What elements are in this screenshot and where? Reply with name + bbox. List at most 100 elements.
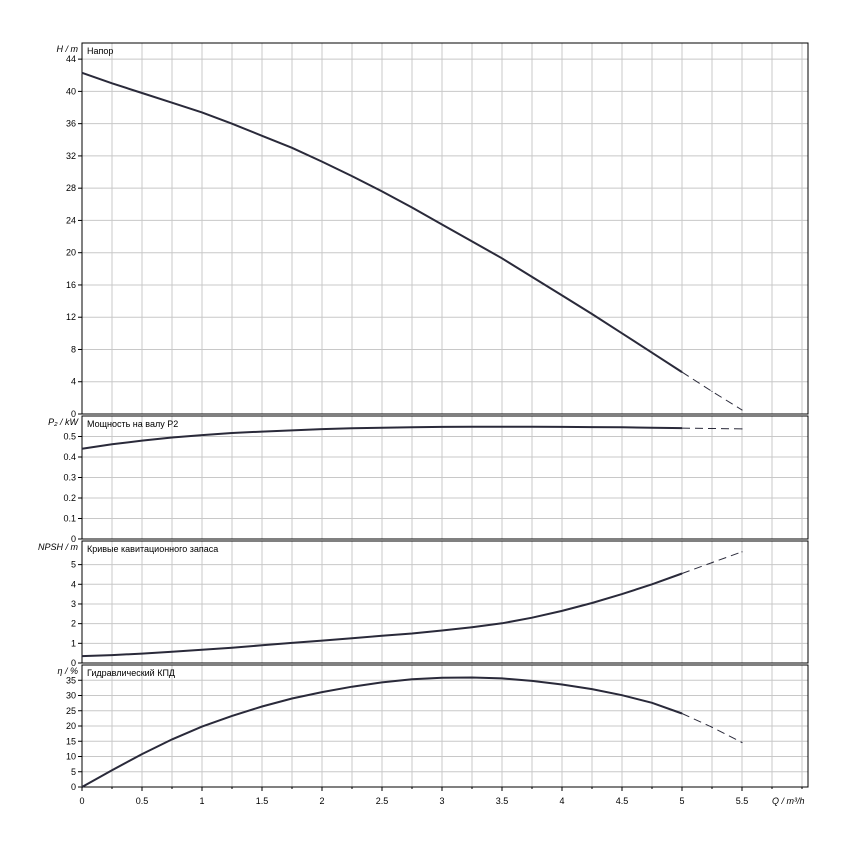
panel-title: Мощность на валу P2 bbox=[87, 419, 178, 429]
data-point bbox=[261, 644, 263, 646]
data-point bbox=[711, 562, 713, 564]
y-tick-label: 28 bbox=[66, 183, 76, 193]
data-point bbox=[411, 426, 413, 428]
data-point bbox=[741, 428, 743, 430]
y-tick-label: 44 bbox=[66, 54, 76, 64]
data-point bbox=[261, 705, 263, 708]
data-point bbox=[171, 436, 173, 439]
y-tick-label: 35 bbox=[66, 675, 76, 685]
data-point bbox=[681, 572, 683, 575]
data-point bbox=[231, 647, 233, 649]
x-tick-label: 3 bbox=[439, 796, 444, 806]
data-point bbox=[501, 622, 503, 624]
data-point bbox=[621, 426, 623, 428]
data-point bbox=[351, 637, 353, 639]
data-point bbox=[81, 72, 83, 74]
y-tick-label: 20 bbox=[66, 721, 76, 731]
data-point bbox=[201, 649, 203, 651]
y-tick-label: 5 bbox=[71, 560, 76, 570]
data-point bbox=[381, 427, 383, 429]
data-point bbox=[651, 702, 653, 704]
y-tick-label: 0 bbox=[71, 782, 76, 792]
data-point bbox=[291, 147, 293, 149]
data-point bbox=[501, 257, 503, 259]
data-point bbox=[141, 440, 143, 442]
y-tick-label: 0 bbox=[71, 534, 76, 544]
y-tick-label: 0.5 bbox=[63, 432, 76, 442]
series-line-extrapolated bbox=[681, 371, 743, 411]
data-point bbox=[471, 626, 473, 628]
y-tick-label: 0.2 bbox=[63, 493, 76, 503]
data-point bbox=[411, 678, 413, 680]
y-tick-label: 0.4 bbox=[63, 452, 76, 462]
x-tick-label: 2.5 bbox=[376, 796, 389, 806]
data-point bbox=[201, 111, 203, 113]
data-point bbox=[531, 680, 533, 682]
data-point bbox=[441, 629, 443, 632]
y-tick-label: 20 bbox=[66, 248, 76, 258]
data-point bbox=[141, 92, 143, 94]
data-point bbox=[171, 651, 173, 653]
y-tick-label: 1 bbox=[71, 638, 76, 648]
data-point bbox=[291, 642, 293, 644]
data-point bbox=[741, 741, 743, 744]
data-point bbox=[531, 426, 533, 428]
data-point bbox=[441, 223, 443, 226]
x-tick-label: 2 bbox=[319, 796, 324, 806]
y-tick-label: 36 bbox=[66, 119, 76, 129]
y-tick-label: 12 bbox=[66, 312, 76, 322]
data-point bbox=[501, 426, 503, 428]
data-point bbox=[321, 639, 323, 642]
y-tick-label: 15 bbox=[66, 736, 76, 746]
data-point bbox=[651, 352, 653, 354]
y-axis-label: NPSH / m bbox=[38, 542, 79, 552]
panel-frame bbox=[81, 42, 809, 415]
y-tick-label: 24 bbox=[66, 215, 76, 225]
data-point bbox=[381, 190, 383, 192]
data-point bbox=[291, 429, 293, 431]
data-point bbox=[621, 593, 623, 595]
panel-title: Напор bbox=[87, 46, 113, 56]
x-tick-label: 5.5 bbox=[736, 796, 749, 806]
data-point bbox=[411, 632, 413, 635]
data-point bbox=[81, 448, 83, 450]
y-tick-label: 0.1 bbox=[63, 514, 76, 524]
data-point bbox=[561, 610, 563, 612]
data-point bbox=[531, 276, 533, 278]
data-point bbox=[681, 371, 683, 373]
y-tick-label: 16 bbox=[66, 280, 76, 290]
x-tick-label: 4.5 bbox=[616, 796, 629, 806]
data-point bbox=[141, 753, 143, 755]
y-tick-label: 0 bbox=[71, 409, 76, 419]
y-tick-label: 2 bbox=[71, 619, 76, 629]
data-point bbox=[351, 175, 353, 177]
panel-title: Гидравлический КПД bbox=[87, 668, 175, 678]
data-point bbox=[351, 686, 353, 688]
data-point bbox=[171, 738, 173, 741]
data-point bbox=[141, 652, 143, 655]
y-axis-label: η / % bbox=[57, 666, 78, 676]
data-point bbox=[111, 654, 113, 656]
x-tick-label: 4 bbox=[559, 796, 564, 806]
data-point bbox=[261, 135, 263, 137]
data-point bbox=[681, 427, 683, 429]
data-point bbox=[201, 434, 203, 436]
data-point bbox=[231, 123, 233, 125]
y-tick-label: 0.3 bbox=[63, 473, 76, 483]
data-point bbox=[441, 677, 443, 679]
data-point bbox=[651, 583, 653, 585]
y-tick-label: 10 bbox=[66, 752, 76, 762]
data-point bbox=[591, 313, 593, 315]
data-point bbox=[441, 426, 443, 428]
x-tick-label: 0 bbox=[79, 796, 84, 806]
panel-title: Кривые кавитационного запаса bbox=[87, 544, 218, 554]
y-tick-label: 8 bbox=[71, 344, 76, 354]
data-point bbox=[231, 715, 233, 717]
data-point bbox=[471, 240, 473, 243]
data-point bbox=[381, 635, 383, 637]
data-point bbox=[681, 712, 683, 715]
y-tick-label: 0 bbox=[71, 658, 76, 668]
y-tick-label: 25 bbox=[66, 706, 76, 716]
